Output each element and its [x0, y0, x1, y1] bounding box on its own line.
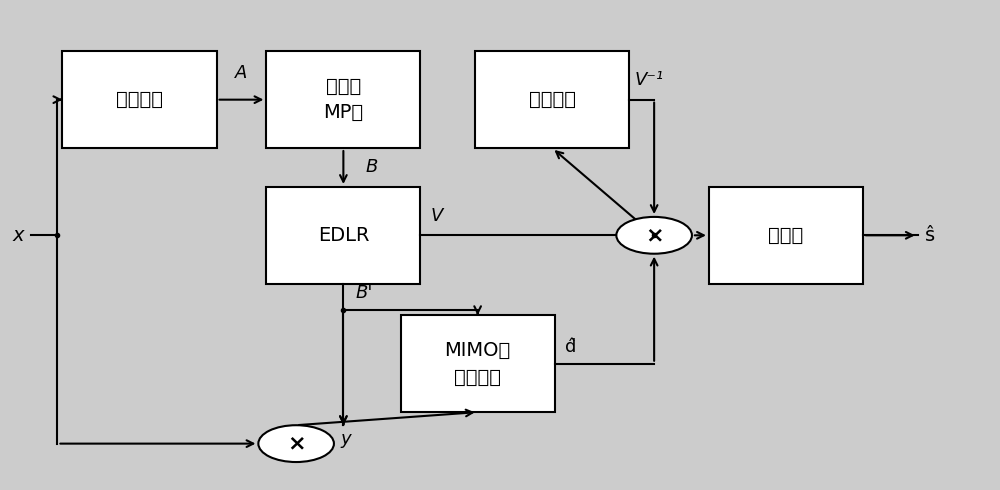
Circle shape	[258, 425, 334, 462]
Text: B': B'	[355, 284, 373, 302]
Text: ŝ: ŝ	[925, 226, 935, 245]
Text: 矩阵求
MP逆: 矩阵求 MP逆	[323, 77, 363, 122]
Bar	[401, 315, 555, 412]
Text: ×: ×	[645, 225, 663, 245]
Bar	[475, 51, 629, 148]
Text: EDLR: EDLR	[318, 226, 369, 245]
Text: 信道估计: 信道估计	[116, 90, 163, 109]
Text: d̂: d̂	[565, 338, 576, 356]
Text: V⁻¹: V⁻¹	[634, 71, 663, 89]
Circle shape	[616, 217, 692, 254]
Bar	[62, 51, 217, 148]
Text: V: V	[430, 207, 443, 225]
Text: 硬限幅: 硬限幅	[768, 226, 804, 245]
Bar	[266, 187, 420, 284]
Text: B: B	[365, 158, 378, 176]
Text: 矩阵求逆: 矩阵求逆	[529, 90, 576, 109]
Text: y: y	[341, 430, 352, 448]
Bar	[266, 51, 420, 148]
Text: x: x	[13, 226, 24, 245]
Text: A: A	[235, 64, 248, 82]
Text: ×: ×	[287, 434, 305, 454]
Text: MIMO次
最佳检测: MIMO次 最佳检测	[445, 341, 511, 387]
Bar	[709, 187, 863, 284]
